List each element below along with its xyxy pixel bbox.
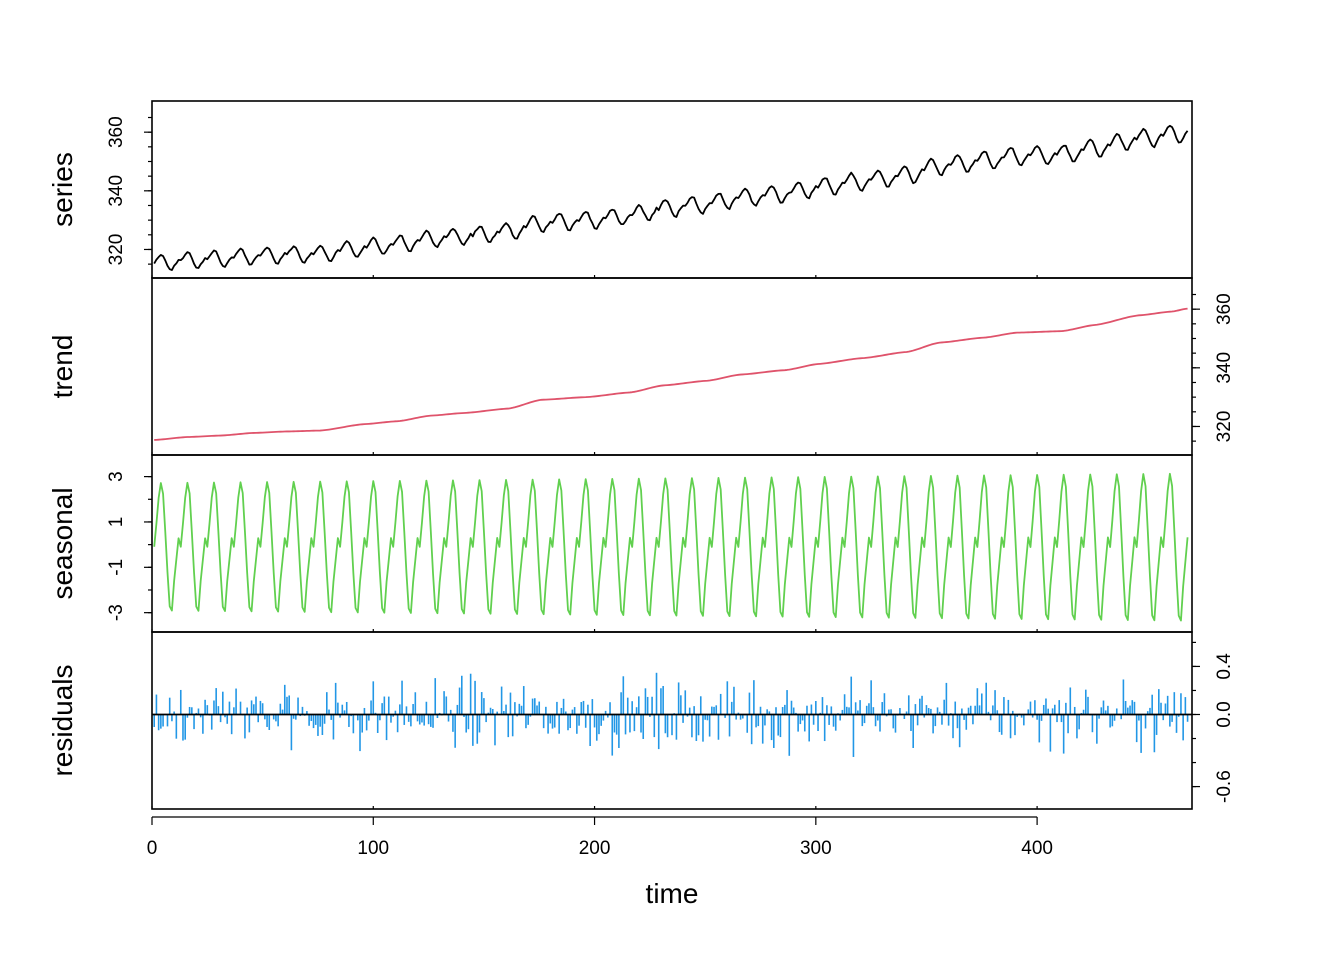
y-tick-label-seasonal: -1 (106, 559, 127, 576)
y-tick-label-series: 340 (106, 175, 127, 207)
panel-ylabel-series: series (47, 152, 78, 227)
panel-ylabel-trend: trend (47, 335, 78, 399)
y-tick-label-remainder: -0.6 (1214, 770, 1235, 803)
panel-frame-trend (151, 277, 1193, 456)
panel-trend: 320 340 360 trend (47, 277, 1235, 456)
x-tick-label: 0 (147, 838, 158, 859)
x-tick-label: 300 (800, 838, 832, 859)
x-tick-label: 400 (1021, 838, 1053, 859)
y-tick-label-trend: 320 (1214, 411, 1235, 443)
panel-remainder: -0.6 0.0 0.4 residuals (47, 631, 1235, 810)
y-tick-label-seasonal: -3 (106, 604, 127, 621)
panel-ylabel-seasonal: seasonal (47, 487, 78, 599)
series-line-trend (154, 307, 1188, 441)
y-tick-label-trend: 340 (1214, 352, 1235, 384)
x-tick-label: 100 (357, 838, 389, 859)
series-line-series (153, 124, 1189, 271)
y-tick-label-series: 320 (106, 234, 127, 266)
y-tick-label-seasonal: 1 (106, 517, 127, 528)
y-tick-label-trend: 360 (1214, 293, 1235, 325)
y-tick-label-remainder: 0.0 (1214, 701, 1235, 727)
y-tick-label-seasonal: 3 (106, 471, 127, 482)
y-tick-label-remainder: 0.4 (1214, 653, 1235, 680)
x-tick-label: 200 (579, 838, 611, 859)
x-axis-title: time (646, 878, 699, 909)
x-axis: 0 100 200 300 400 (147, 816, 1053, 859)
panel-ylabel-remainder: residuals (47, 664, 78, 776)
y-tick-label-series: 360 (106, 116, 127, 148)
panel-seasonal: -3 -1 1 3 seasonal (47, 454, 1193, 633)
panel-series: 320 340 360 series (47, 100, 1193, 279)
panel-frame-remainder (151, 631, 1193, 810)
panels: 320 340 360 series 320 340 360 trend -3 -1 1 3 seaso… (47, 100, 1235, 810)
panel-frame-series (151, 100, 1193, 279)
series-line-seasonal (153, 472, 1189, 622)
